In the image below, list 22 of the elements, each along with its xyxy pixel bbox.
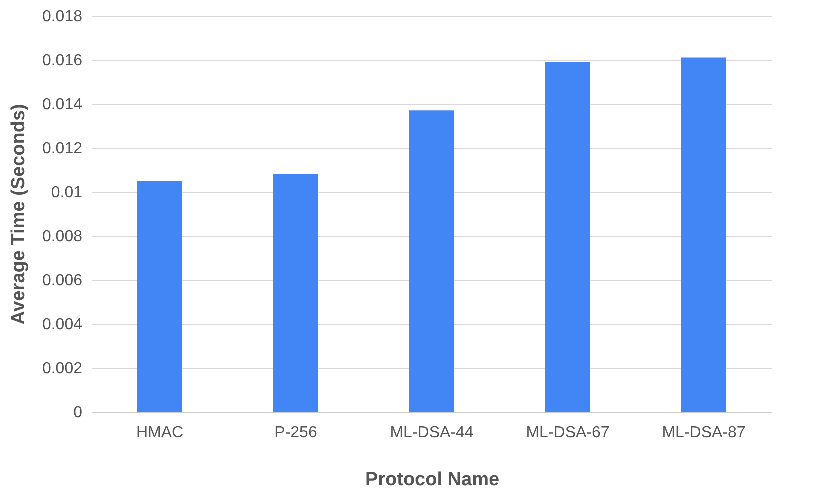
y-tick-label: 0.008 [42,228,83,246]
y-tick-label: 0.002 [42,360,83,378]
x-tick-label: ML-DSA-67 [526,424,610,442]
bar [546,62,590,412]
y-tick-label: 0.01 [51,184,83,202]
bar [682,58,726,412]
y-tick-label: 0.004 [42,316,83,334]
y-tick-label: 0 [74,404,83,422]
y-tick-label: 0.006 [42,272,83,290]
x-tick-label: HMAC [136,424,184,442]
y-axis-title: Average Time (Seconds) [8,104,30,325]
y-tick-label: 0.016 [42,52,83,70]
y-tick-label: 0.014 [42,96,83,114]
x-axis-title: Protocol Name [365,470,500,490]
x-tick-label: P-256 [274,424,318,442]
y-tick-label: 0.012 [42,140,83,158]
y-tick-label: 0.018 [42,8,83,26]
bar [138,181,182,412]
x-tick-label: ML-DSA-44 [390,424,474,442]
bar [410,110,454,412]
x-tick-label: ML-DSA-87 [662,424,746,442]
bar [274,174,318,412]
